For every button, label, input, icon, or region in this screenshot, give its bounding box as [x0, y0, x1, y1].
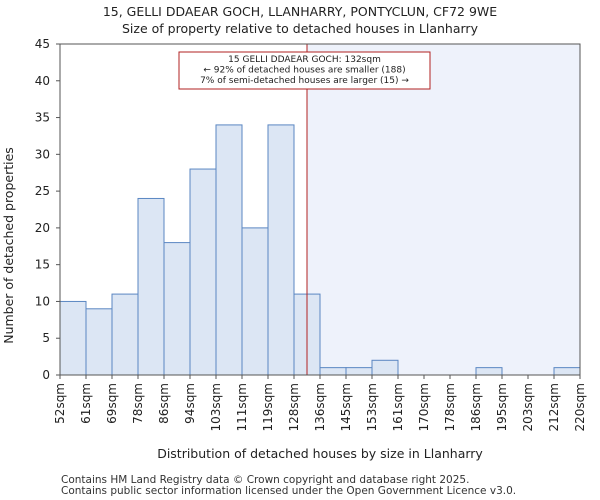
bar-61sqm [85, 308, 113, 376]
x-tick-label: 128sqm [287, 383, 301, 431]
bar-69sqm [111, 293, 139, 376]
x-tick-label: 78sqm [131, 383, 145, 424]
y-tick-label: 20 [35, 221, 50, 235]
bar-119sqm [267, 124, 295, 376]
x-tick-label: 119sqm [261, 383, 275, 431]
chart-title: 15, GELLI DDAEAR GOCH, LLANHARRY, PONTYC… [102, 4, 498, 19]
x-tick-label: 52sqm [53, 383, 67, 424]
bar-86sqm [163, 242, 191, 376]
y-axis: 0 5 10 15 20 25 30 35 40 45 [35, 37, 60, 382]
x-axis-label: Distribution of detached houses by size … [157, 446, 483, 461]
y-tick-label: 25 [35, 184, 50, 198]
bar-111sqm [241, 227, 269, 376]
x-tick-label: 103sqm [209, 383, 223, 431]
x-tick-label: 86sqm [157, 383, 171, 424]
x-tick-label: 153sqm [365, 383, 379, 431]
y-axis-label: Number of detached properties [1, 147, 16, 344]
y-tick-label: 35 [35, 111, 50, 125]
x-tick-label: 136sqm [313, 383, 327, 431]
annotation-line-3: 7% of semi-detached houses are larger (1… [200, 76, 409, 86]
y-tick-label: 40 [35, 74, 50, 88]
footer-licence: Contains public sector information licen… [61, 485, 517, 497]
x-tick-label: 111sqm [235, 383, 249, 431]
x-tick-label: 220sqm [573, 383, 587, 431]
y-tick-label: 45 [35, 37, 50, 51]
y-tick-label: 30 [35, 147, 50, 161]
bar-153sqm [371, 359, 399, 376]
chart-subtitle: Size of property relative to detached ho… [122, 21, 478, 36]
x-tick-label: 170sqm [417, 383, 431, 431]
bar-78sqm [137, 197, 165, 376]
x-tick-label: 161sqm [391, 383, 405, 431]
y-tick-label: 5 [42, 331, 50, 345]
bar-136sqm [319, 367, 347, 376]
bar-212sqm [553, 367, 581, 376]
x-tick-label: 203sqm [521, 383, 535, 431]
x-tick-label: 195sqm [495, 383, 509, 431]
bar-186sqm [475, 367, 503, 376]
bar-94sqm [189, 168, 217, 376]
y-tick-label: 15 [35, 258, 50, 272]
footer-copyright: Contains HM Land Registry data © Crown c… [61, 474, 470, 486]
x-tick-label: 145sqm [339, 383, 353, 431]
annotation-line-1: 15 GELLI DDAEAR GOCH: 132sqm [228, 55, 381, 65]
x-tick-label: 69sqm [105, 383, 119, 424]
x-tick-label: 61sqm [79, 383, 93, 424]
larger-region-shade [307, 44, 580, 375]
bar-52sqm [59, 300, 87, 376]
y-tick-label: 0 [42, 368, 50, 382]
annotation-box [178, 51, 431, 90]
x-tick-label: 212sqm [547, 383, 561, 431]
x-tick-label: 94sqm [183, 383, 197, 424]
x-axis: 52sqm 61sqm 69sqm 78sqm 86sqm 94sqm 103sqm 111s… [53, 375, 587, 431]
annotation-line-2: ← 92% of detached houses are smaller (18… [203, 66, 405, 76]
x-tick-label: 178sqm [443, 383, 457, 431]
y-tick-label: 10 [35, 294, 50, 308]
bars [59, 124, 581, 376]
x-tick-label: 186sqm [469, 383, 483, 431]
bar-145sqm [345, 367, 373, 376]
bar-103sqm [215, 124, 243, 376]
